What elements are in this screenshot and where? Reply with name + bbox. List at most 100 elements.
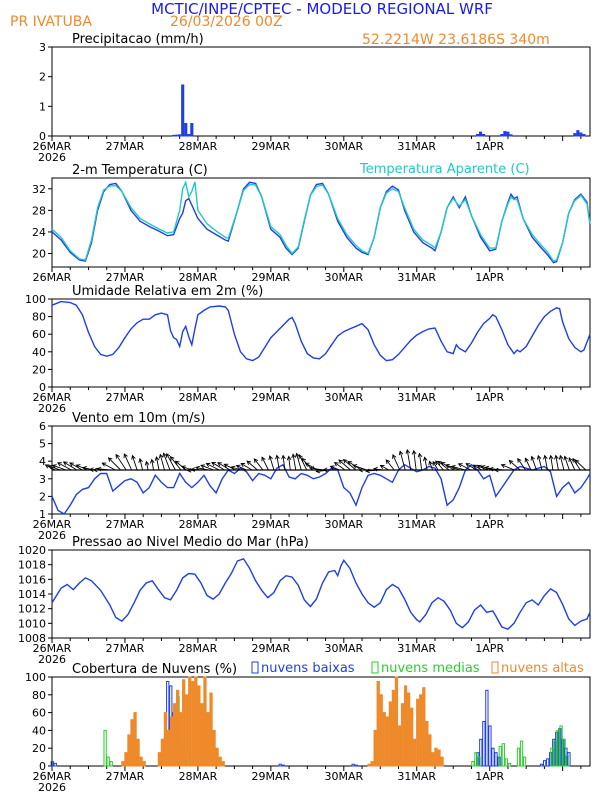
wind-arrow [330, 465, 340, 471]
x-tick-label: 30MAR [324, 140, 363, 153]
wind-arrow-head [333, 462, 339, 467]
y-tick-label: 0 [39, 130, 46, 143]
cloud-bar-nuvens-medias [109, 761, 113, 767]
wind-arrow [517, 458, 526, 471]
wind-arrow-head [563, 455, 568, 461]
x-tick-label: 29MAR [252, 140, 291, 153]
wind-arrow [531, 456, 537, 471]
wind-arrow-head [379, 464, 385, 470]
cloud-bar-nuvens-baixas [494, 752, 498, 767]
wind-arrow [338, 459, 351, 471]
wind-arrow-head [457, 463, 463, 468]
x-tick-label: 27MAR [106, 391, 145, 404]
wind-arrow-head [150, 458, 155, 464]
cloud-bar-nuvens-baixas [479, 738, 483, 767]
wind-arrow [282, 455, 286, 471]
cloud-bar-nuvens-altas [172, 703, 177, 767]
cloud-bar-nuvens-baixas [488, 725, 492, 767]
wind-arrow-head [385, 459, 391, 465]
wind-arrow [473, 464, 483, 471]
wind-arrow-head [517, 457, 522, 463]
x-tick-label: 30MAR [324, 391, 363, 404]
y-tick-label: 0 [39, 381, 46, 394]
cloud-bar-nuvens-altas [209, 692, 213, 767]
wind-arrow [76, 464, 89, 471]
panel-2 [48, 177, 591, 272]
y-tick-label: 1 [39, 100, 46, 113]
wind-arrow-head [44, 464, 50, 469]
cloud-bar-nuvens-altas [121, 761, 125, 767]
wind-arrow [200, 464, 214, 471]
wind-arrow [429, 461, 433, 471]
y-tick-label: 40 [32, 346, 46, 359]
cloud-bar-nuvens-altas [179, 712, 183, 767]
precip-bar [500, 134, 504, 137]
cloud-bar-nuvens-altas [370, 761, 374, 767]
wind-arrow [253, 458, 264, 471]
wind-arrow-head [398, 450, 404, 456]
cloud-bar-nuvens-medias [498, 745, 502, 767]
y-tick-label: 3 [39, 41, 46, 54]
wind-arrow-head [253, 458, 259, 463]
x-tick-label: 1APR [475, 271, 504, 284]
x-tick-label: 26MAR [33, 642, 72, 655]
wind-arrow [155, 456, 160, 471]
y-tick-label: 1010 [18, 617, 46, 630]
wind-arrow [432, 461, 439, 471]
series-line [51, 557, 591, 631]
wind-arrow [509, 460, 521, 471]
precip-bar [172, 134, 176, 137]
cloud-bar-nuvens-altas [422, 687, 426, 767]
panel-frame [51, 177, 591, 268]
wind-arrow-head [574, 459, 580, 465]
year-label: 2026 [38, 781, 66, 792]
x-tick-label: 30MAR [324, 770, 363, 783]
cloud-bar-nuvens-altas [142, 761, 146, 767]
wind-arrow-head [342, 459, 348, 464]
year-label: 2026 [38, 151, 66, 164]
wind-arrow [52, 464, 67, 471]
wind-arrow-head [205, 462, 211, 468]
wind-arrow [151, 459, 154, 471]
legend-label: nuvens baixas [261, 661, 355, 676]
precip-bar [184, 123, 188, 137]
wind-arrow-head [223, 463, 229, 468]
wind-arrow-head [200, 464, 206, 469]
cloud-bar-nuvens-altas [434, 747, 438, 767]
cloud-bar-nuvens-altas [169, 716, 174, 767]
panel-frame [51, 298, 591, 388]
cloud-bar-nuvens-altas [416, 698, 420, 767]
wind-arrow-head [417, 452, 423, 458]
wind-arrow [246, 460, 258, 471]
wind-arrow [211, 462, 225, 471]
cloud-bar-nuvens-medias [556, 729, 560, 767]
cloud-bar-nuvens-altas [191, 680, 195, 767]
y-tick-label: 60 [32, 328, 46, 341]
wind-arrow [435, 460, 444, 471]
wind-arrow-head [268, 455, 273, 461]
wind-arrow-head [56, 462, 62, 467]
y-tick-label: 80 [32, 311, 46, 324]
wind-arrow-head [558, 454, 564, 460]
chart-panels: Precipitacao (mm/h) 0 1 2 3 26MAR 27MAR 28MAR 29… [18, 32, 591, 792]
wind-arrow-head [411, 449, 417, 455]
cloud-bar-nuvens-medias [559, 725, 563, 767]
y-tick-label: 24 [32, 226, 46, 239]
cloud-bar-nuvens-altas [218, 756, 222, 767]
wind-arrow-head [131, 454, 136, 460]
wind-arrow-head [195, 465, 200, 471]
precip-bar [506, 131, 510, 137]
cloud-bar-nuvens-altas [400, 703, 405, 767]
wind-arrow-head [347, 460, 353, 466]
panel-title: Pressao ao Nivel Medio do Mar (hPa) [72, 535, 309, 550]
x-tick-label: 27MAR [106, 271, 145, 284]
cloud-bar-nuvens-medias [474, 752, 478, 767]
y-tick-label: 1 [39, 508, 46, 521]
wind-arrow [276, 455, 280, 471]
precip-bar [181, 84, 185, 137]
wind-arrow-head [123, 453, 128, 459]
x-tick-label: 27MAR [106, 140, 145, 153]
x-tick-label: 31MAR [397, 391, 436, 404]
wind-arrow-head [508, 459, 514, 465]
year-label: 2026 [38, 653, 66, 666]
